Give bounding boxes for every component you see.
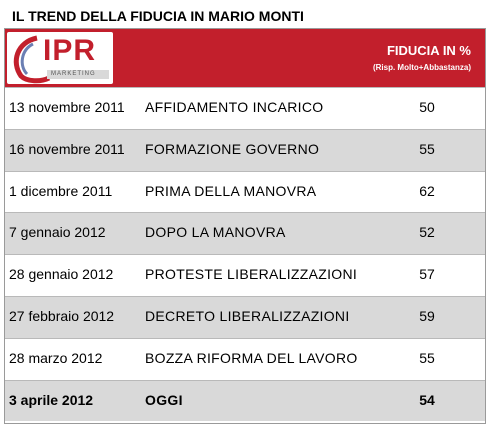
row-value: 50 [419,99,435,115]
row-event: AFFIDAMENTO INCARICO [145,99,324,115]
table-row: 27 febbraio 2012 DECRETO LIBERALIZZAZION… [5,295,485,338]
table-frame: IPR MARKETING FIDUCIA IN % (Risp. Molto+… [4,28,486,424]
row-event: OGGI [145,391,183,408]
row-date: 7 gennaio 2012 [9,224,106,241]
row-value: 62 [419,182,435,199]
row-value: 57 [419,266,435,283]
row-event: PROTESTE LIBERALIZZAZIONI [145,266,358,283]
row-date: 28 marzo 2012 [9,349,103,366]
table-row: 1 dicembre 2011 PRIMA DELLA MANOVRA 62 [5,170,485,213]
value-column-header: FIDUCIA IN % (Risp. Molto+Abbastanza) [373,43,471,74]
row-event: FORMAZIONE GOVERNO [145,140,320,157]
table-row-highlight: 3 aprile 2012 OGGI 54 [5,379,485,422]
row-value: 54 [419,391,435,408]
row-event: DOPO LA MANOVRA [145,224,286,241]
table-row: 13 novembre 2011 AFFIDAMENTO INCARICO 50 [5,87,485,129]
ipr-logo: IPR MARKETING [7,32,113,84]
table-header: IPR MARKETING FIDUCIA IN % (Risp. Molto+… [5,29,485,87]
table-body: 13 novembre 2011 AFFIDAMENTO INCARICO 50… [5,87,485,422]
row-value: 59 [419,307,435,324]
row-date: 27 febbraio 2012 [9,307,115,324]
row-event: BOZZA RIFORMA DEL LAVORO [145,349,358,366]
logo-subtext: MARKETING [51,71,96,77]
table-row: 7 gennaio 2012 DOPO LA MANOVRA 52 [5,212,485,255]
row-date: 16 novembre 2011 [9,140,125,157]
row-value: 52 [419,224,435,241]
row-date: 3 aprile 2012 [9,391,94,408]
column-label: FIDUCIA IN % [386,43,471,58]
logo-text: IPR [43,34,97,67]
row-event: DECRETO LIBERALIZZAZIONI [145,307,350,324]
row-date: 1 dicembre 2011 [9,182,113,199]
logo-swoosh-icon [13,35,109,84]
table-row: 28 marzo 2012 BOZZA RIFORMA DEL LAVORO 5… [5,337,485,380]
row-date: 28 gennaio 2012 [9,266,114,283]
row-date: 13 novembre 2011 [9,99,125,115]
column-sublabel: (Risp. Molto+Abbastanza) [372,63,471,72]
row-value: 55 [419,349,435,366]
table-row: 16 novembre 2011 FORMAZIONE GOVERNO 55 [5,128,485,171]
chart-title: IL TREND DELLA FIDUCIA IN MARIO MONTI [12,8,304,24]
row-value: 55 [419,140,435,157]
table-row: 28 gennaio 2012 PROTESTE LIBERALIZZAZION… [5,254,485,296]
row-event: PRIMA DELLA MANOVRA [145,182,317,199]
